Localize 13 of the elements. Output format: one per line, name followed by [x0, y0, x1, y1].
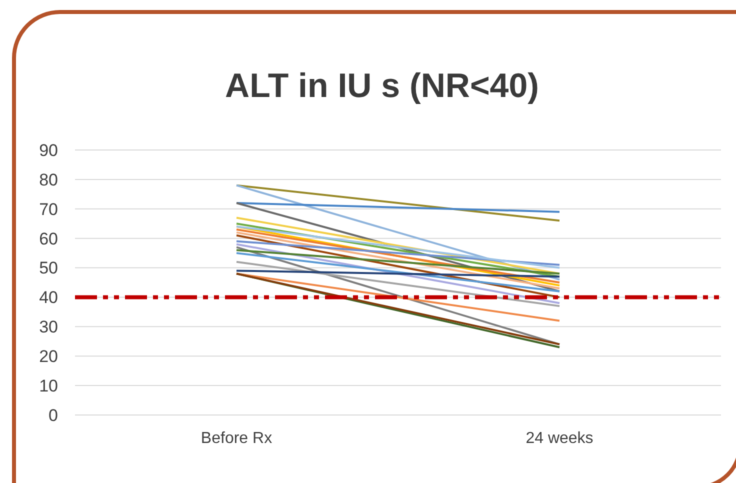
y-tick-label: 40 [39, 288, 58, 308]
y-tick-label: 60 [39, 229, 58, 248]
y-tick-label: 70 [39, 200, 58, 219]
y-tick-label: 20 [39, 347, 58, 366]
y-tick-label: 0 [48, 406, 58, 425]
y-tick-label: 30 [39, 318, 58, 337]
y-tick-label: 10 [39, 376, 58, 396]
x-tick-label: Before Rx [200, 430, 272, 447]
chart-title: ALT in IU s (NR<40) [225, 67, 539, 105]
x-tick-label: 24 weeks [526, 430, 594, 447]
y-tick-label: 50 [39, 258, 58, 278]
y-tick-label: 90 [39, 140, 58, 160]
y-tick-label: 80 [39, 170, 58, 190]
